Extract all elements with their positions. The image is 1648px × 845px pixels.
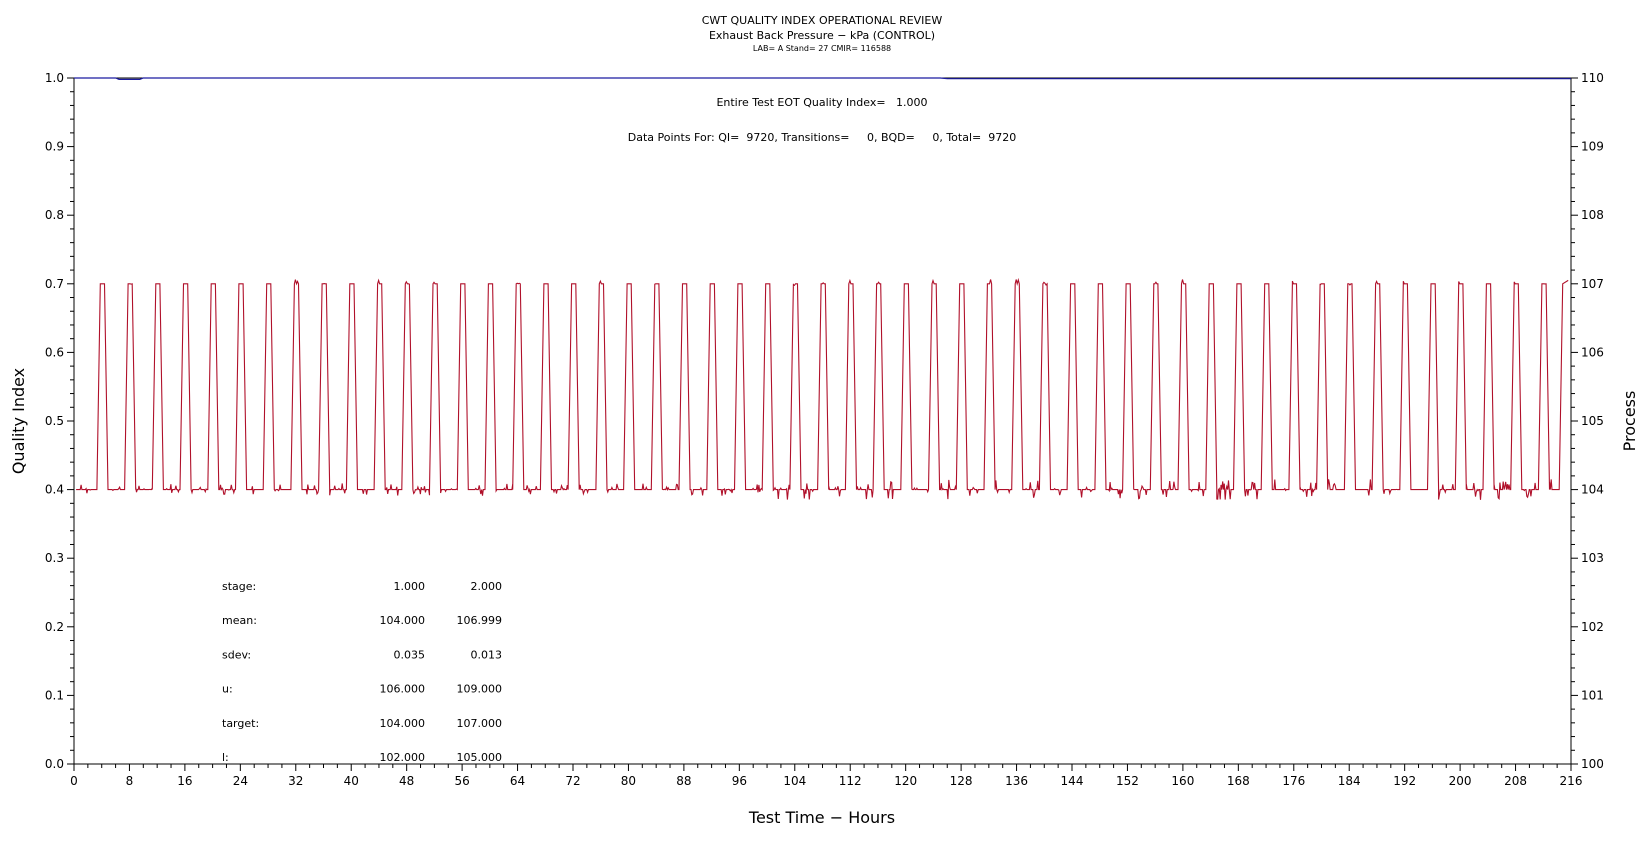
x-tick-label: 16 xyxy=(177,774,192,788)
x-tick-label: 160 xyxy=(1171,774,1194,788)
y-right-tick-label: 102 xyxy=(1581,620,1604,634)
y-right-tick-label: 109 xyxy=(1581,140,1604,154)
stats-stage1-value: 104.000 xyxy=(380,717,426,730)
stats-table: stage: 1.000 2.000 mean: 104.000 106.999 sdev:… xyxy=(222,580,502,764)
y-left-tick-label: 0.4 xyxy=(45,483,64,497)
x-tick-label: 88 xyxy=(676,774,691,788)
y-right-tick-label: 101 xyxy=(1581,688,1604,702)
y-left-tick-label: 0.9 xyxy=(45,140,64,154)
y-left-tick-label: 0.0 xyxy=(45,757,64,771)
x-tick-label: 168 xyxy=(1227,774,1250,788)
x-tick-label: 192 xyxy=(1393,774,1416,788)
y-axis-right: 100 101 102 103 104 105 106 107 108 109 110 xyxy=(1571,71,1604,771)
x-tick-label: 72 xyxy=(565,774,580,788)
eot-quality-index-label: Entire Test EOT Quality Index= 1.000 xyxy=(716,96,927,109)
x-axis-label: Test Time − Hours xyxy=(748,808,895,827)
stats-label: stage: xyxy=(222,580,256,593)
y-left-tick-label: 0.1 xyxy=(45,688,64,702)
y-right-tick-label: 106 xyxy=(1581,345,1604,359)
x-tick-label: 152 xyxy=(1116,774,1139,788)
chart-subtitle: Exhaust Back Pressure − kPa (CONTROL) xyxy=(709,29,935,42)
y-right-tick-label: 110 xyxy=(1581,71,1604,85)
stats-stage1-value: 104.000 xyxy=(380,614,426,627)
y-axis-right-label: Process xyxy=(1620,391,1639,452)
y-right-tick-label: 103 xyxy=(1581,551,1604,565)
x-tick-label: 32 xyxy=(288,774,303,788)
x-tick-label: 56 xyxy=(454,774,469,788)
y-right-tick-label: 100 xyxy=(1581,757,1604,771)
stats-label: sdev: xyxy=(222,648,251,661)
x-tick-label: 24 xyxy=(233,774,248,788)
x-tick-label: 8 xyxy=(126,774,134,788)
stats-stage2-value: 0.013 xyxy=(471,648,503,661)
y-axis-left: 0.0 0.1 0.2 0.3 0.4 0.5 0.6 0.7 0.8 0.9 1.0 xyxy=(45,71,74,771)
stats-stage1-value: 1.000 xyxy=(394,580,426,593)
y-left-tick-label: 0.2 xyxy=(45,620,64,634)
x-tick-label: 144 xyxy=(1061,774,1084,788)
plot-frame xyxy=(73,77,1572,765)
x-tick-label: 200 xyxy=(1449,774,1472,788)
stats-stage1-value: 0.035 xyxy=(394,648,426,661)
y-right-tick-label: 107 xyxy=(1581,277,1604,291)
stats-stage2-value: 105.000 xyxy=(457,751,503,764)
y-left-tick-label: 0.6 xyxy=(45,345,64,359)
quality-index-series-line xyxy=(74,77,1571,80)
x-tick-label: 48 xyxy=(399,774,414,788)
stats-stage1-value: 102.000 xyxy=(380,751,426,764)
x-tick-label: 176 xyxy=(1282,774,1305,788)
x-tick-label: 120 xyxy=(894,774,917,788)
y-axis-left-label: Quality Index xyxy=(9,368,28,474)
x-tick-label: 216 xyxy=(1560,774,1583,788)
chart-title: CWT QUALITY INDEX OPERATIONAL REVIEW xyxy=(702,14,943,27)
x-tick-label: 128 xyxy=(950,774,973,788)
x-tick-label: 80 xyxy=(621,774,636,788)
x-tick-label: 136 xyxy=(1005,774,1028,788)
x-tick-label: 208 xyxy=(1504,774,1527,788)
y-left-tick-label: 1.0 xyxy=(45,71,64,85)
stats-stage2-value: 107.000 xyxy=(457,717,503,730)
stats-stage2-value: 2.000 xyxy=(471,580,503,593)
x-tick-label: 40 xyxy=(344,774,359,788)
process-series-line xyxy=(76,277,1569,500)
y-left-tick-label: 0.7 xyxy=(45,277,64,291)
y-right-tick-label: 104 xyxy=(1581,483,1604,497)
x-tick-label: 104 xyxy=(783,774,806,788)
y-right-tick-label: 108 xyxy=(1581,208,1604,222)
y-left-tick-label: 0.8 xyxy=(45,208,64,222)
x-axis: 0 8 16 24 32 40 48 56 64 72 80 88 96 104 112 120 128 136 1… xyxy=(70,764,1582,788)
x-tick-label: 184 xyxy=(1338,774,1361,788)
y-right-tick-label: 105 xyxy=(1581,414,1604,428)
x-tick-label: 96 xyxy=(732,774,747,788)
stats-stage2-value: 109.000 xyxy=(457,683,503,696)
data-points-label: Data Points For: QI= 9720, Transitions= … xyxy=(628,131,1016,144)
stats-stage2-value: 106.999 xyxy=(457,614,503,627)
y-left-tick-label: 0.3 xyxy=(45,551,64,565)
x-tick-label: 112 xyxy=(839,774,862,788)
y-left-tick-label: 0.5 xyxy=(45,414,64,428)
chart-caption: LAB= A Stand= 27 CMIR= 116588 xyxy=(753,44,891,53)
x-tick-label: 0 xyxy=(70,774,78,788)
x-tick-label: 64 xyxy=(510,774,525,788)
stats-stage1-value: 106.000 xyxy=(380,683,426,696)
stats-label: target: xyxy=(222,717,259,730)
stats-label: u: xyxy=(222,683,233,696)
stats-label: mean: xyxy=(222,614,257,627)
stats-label: l: xyxy=(222,751,229,764)
